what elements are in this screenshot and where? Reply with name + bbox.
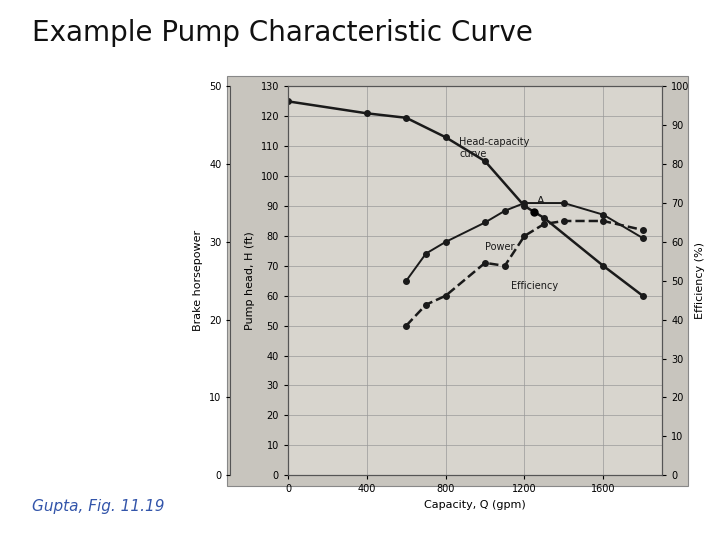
X-axis label: Capacity, Q (gpm): Capacity, Q (gpm) [424,500,526,510]
Text: Power: Power [485,242,515,252]
Y-axis label: Pump head, H (ft): Pump head, H (ft) [245,232,255,330]
Text: A: A [537,196,545,206]
Y-axis label: Efficiency (%): Efficiency (%) [696,242,706,319]
Text: Gupta, Fig. 11.19: Gupta, Fig. 11.19 [32,500,165,515]
Text: Head-capacity
curve: Head-capacity curve [459,137,530,159]
Y-axis label: Brake horsepower: Brake horsepower [194,230,204,332]
Text: Example Pump Characteristic Curve: Example Pump Characteristic Curve [32,19,534,47]
Text: Efficiency: Efficiency [510,281,558,291]
